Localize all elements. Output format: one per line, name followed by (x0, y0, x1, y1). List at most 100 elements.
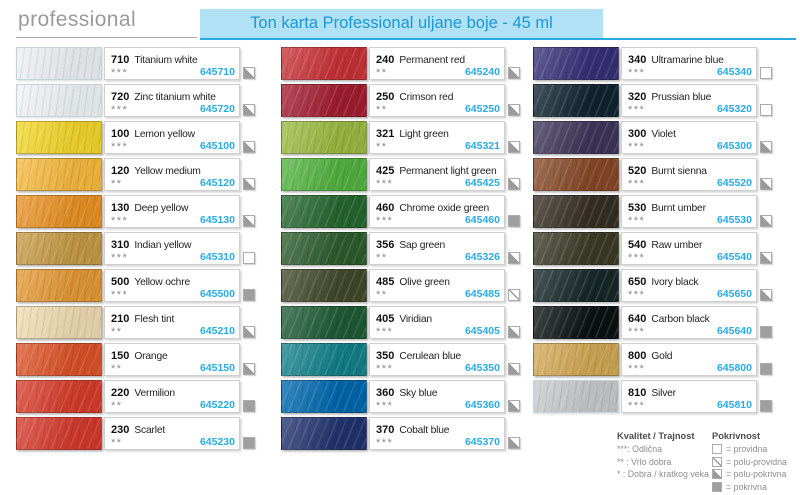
article-number: 645520 (716, 177, 752, 189)
paint-code: 540 (628, 239, 647, 251)
paint-info: 150 Orange ** 645150 (104, 343, 240, 376)
paint-title-line: 210 Flesh tint (111, 309, 235, 327)
paint-info: 800 Gold *** 645800 (621, 343, 757, 376)
paint-code: 500 (111, 276, 130, 288)
opacity-polu-pokrivna-icon (760, 289, 772, 301)
paint-name: Viridian (399, 314, 432, 325)
opacity-pokrivna-icon (712, 481, 722, 492)
paint-swatch (533, 269, 619, 302)
article-number: 645150 (199, 362, 235, 374)
paint-swatch (16, 195, 102, 228)
paint-swatch (281, 195, 367, 228)
opacity-polu-pokrivna-icon (760, 178, 772, 190)
opacity-pokrivna-icon (243, 289, 255, 301)
paint-row: 800 Gold *** 645800 (533, 343, 774, 376)
paint-info: 370 Cobalt blue *** 645370 (369, 417, 505, 450)
paint-name: Sap green (399, 240, 446, 251)
paint-title-line: 120 Yellow medium (111, 161, 235, 179)
paint-swatch (281, 47, 367, 80)
paint-title-line: 520 Burnt sienna (628, 161, 752, 179)
paint-row: 321 Light green ** 645321 (281, 121, 522, 154)
paint-code: 405 (376, 313, 395, 325)
paint-code: 220 (111, 387, 130, 399)
paint-name: Burnt umber (651, 203, 706, 214)
paint-code: 485 (376, 276, 395, 288)
opacity-polu-pokrivna-icon (508, 326, 520, 338)
paint-title-line: 321 Light green (376, 124, 500, 142)
paint-swatch (281, 269, 367, 302)
opacity-pokrivna-icon (760, 400, 772, 412)
paint-name: Zinc titanium white (134, 92, 216, 103)
opacity-legend-item: = polu-providna (712, 456, 787, 469)
article-number: 645130 (199, 214, 235, 226)
paint-code: 800 (628, 350, 647, 362)
paint-swatch (16, 343, 102, 376)
quality-legend: Kvalitet / Trajnost ***: Odlična ** : Vrl… (617, 431, 709, 481)
paint-row: 500 Yellow ochre *** 645500 (16, 269, 257, 302)
paint-swatch (16, 84, 102, 117)
paint-swatch (16, 417, 102, 450)
paint-title-line: 720 Zinc titanium white (111, 87, 235, 105)
paint-swatch (533, 158, 619, 191)
paint-name: Flesh tint (134, 314, 175, 325)
opacity-providna-icon (760, 104, 772, 116)
article-number: 645326 (464, 251, 500, 263)
paint-swatch (281, 380, 367, 413)
opacity-polu-pokrivna-icon (508, 104, 520, 116)
paint-title-line: 650 Ivory black (628, 272, 752, 290)
paint-info: 350 Cerulean blue *** 645350 (369, 343, 505, 376)
paint-code: 230 (111, 424, 130, 436)
paint-swatch (533, 343, 619, 376)
opacity-legend: Pokrivnost = providna = polu-providna = po… (712, 431, 787, 493)
article-number: 645230 (199, 436, 235, 448)
paint-row: 650 Ivory black *** 645650 (533, 269, 774, 302)
paint-name: Scarlet (134, 425, 166, 436)
quality-stars: *** (376, 400, 394, 412)
paint-title-line: 130 Deep yellow (111, 198, 235, 216)
article-number: 645710 (199, 66, 235, 78)
article-number: 645810 (716, 399, 752, 411)
quality-stars: *** (111, 252, 129, 264)
paint-code: 460 (376, 202, 395, 214)
opacity-polu-providna-icon (508, 289, 520, 301)
paint-swatch (281, 306, 367, 339)
paint-info: 530 Burnt umber *** 645530 (621, 195, 757, 228)
quality-stars: *** (376, 178, 394, 190)
article-number: 645320 (716, 103, 752, 115)
paint-code: 210 (111, 313, 130, 325)
article-number: 645800 (716, 362, 752, 374)
opacity-polu-pokrivna-icon (508, 67, 520, 79)
paint-title-line: 310 Indian yellow (111, 235, 235, 253)
quality-stars: *** (628, 400, 646, 412)
paint-name: Vermilion (134, 388, 175, 399)
paint-name: Silver (651, 388, 676, 399)
opacity-legend-label: = polu-pokrivna (726, 469, 787, 479)
opacity-polu-pokrivna-icon (760, 215, 772, 227)
paint-info: 720 Zinc titanium white *** 645720 (104, 84, 240, 117)
paint-swatch (16, 158, 102, 191)
paint-swatch (533, 232, 619, 265)
paint-title-line: 425 Permanent light green (376, 161, 500, 179)
paint-swatch (533, 306, 619, 339)
paint-row: 250 Crimson red ** 645250 (281, 84, 522, 117)
paint-swatch (533, 380, 619, 413)
paint-title-line: 710 Titanium white (111, 50, 235, 68)
article-number: 645650 (716, 288, 752, 300)
paint-title-line: 360 Sky blue (376, 383, 500, 401)
paint-code: 370 (376, 424, 395, 436)
quality-stars: *** (628, 363, 646, 375)
paint-name: Deep yellow (134, 203, 189, 214)
opacity-providna-icon (243, 252, 255, 264)
paint-code: 240 (376, 54, 395, 66)
paint-swatch (281, 232, 367, 265)
paint-code: 340 (628, 54, 647, 66)
paint-info: 230 Scarlet ** 645230 (104, 417, 240, 450)
quality-legend-item: ** : Vrlo dobra (617, 456, 672, 467)
opacity-polu-pokrivna-icon (712, 469, 722, 480)
opacity-legend-title: Pokrivnost (712, 431, 761, 441)
paint-swatch (281, 417, 367, 450)
paint-title-line: 300 Violet (628, 124, 752, 142)
paint-swatch (281, 121, 367, 154)
quality-stars: ** (111, 400, 123, 412)
paint-code: 425 (376, 165, 395, 177)
